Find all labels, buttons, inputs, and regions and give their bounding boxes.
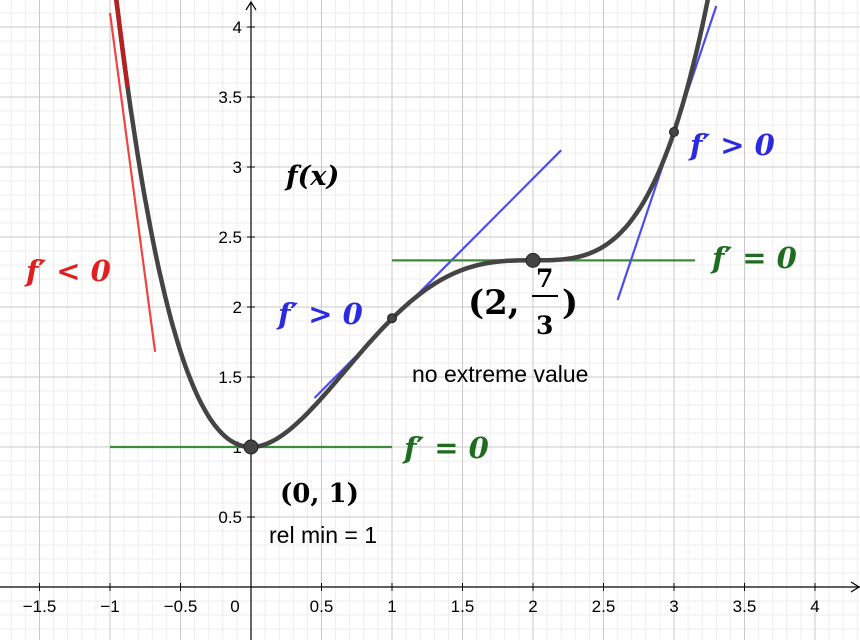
y-tick-label: 3 <box>233 158 242 177</box>
x-tick-label: 3 <box>669 597 678 616</box>
x-tick-label: 3.5 <box>733 597 757 616</box>
x-tick-label: 1 <box>387 597 396 616</box>
inflection-description: no extreme value <box>412 361 588 387</box>
x-tick-label: −0.5 <box>164 597 198 616</box>
inflection-denominator: 3 <box>536 311 553 340</box>
x-tick-label: 2.5 <box>592 597 616 616</box>
y-tick-label: 4 <box>233 18 242 37</box>
point-marker <box>525 252 541 268</box>
inflection-point-label: (2, 7 3 ) <box>468 264 578 340</box>
inflection-open: (2, <box>468 283 520 323</box>
y-tick-label: 3.5 <box>218 88 242 107</box>
point-marker <box>669 127 679 137</box>
x-tick-label: −1.5 <box>23 597 57 616</box>
y-tick-label: 0.5 <box>218 508 242 527</box>
y-axis-arrow <box>245 0 257 11</box>
x-tick-label: 1.5 <box>451 597 475 616</box>
tick-labels: −1.5−1−0.500.511.522.533.540.511.522.533… <box>23 18 820 616</box>
positive-derivative-label-2: f′ > 0 <box>688 128 775 162</box>
x-tick-label: 0.5 <box>310 597 334 616</box>
point-marker <box>243 439 259 455</box>
zero-derivative-label-min: f′ = 0 <box>402 431 489 465</box>
inflection-numerator: 7 <box>536 264 553 293</box>
negative-derivative-label: f′ < 0 <box>24 254 111 288</box>
x-axis-arrow <box>850 581 860 593</box>
min-point-label: (0, 1) <box>280 479 359 509</box>
point-marker <box>387 313 397 324</box>
x-tick-label: −1 <box>100 597 119 616</box>
curve-tip-highlight <box>114 0 130 88</box>
min-description: rel min = 1 <box>269 522 377 548</box>
x-tick-label: 4 <box>810 597 819 616</box>
function-curve <box>114 0 711 450</box>
function-label: f(x) <box>284 161 339 192</box>
tangent-line-negative <box>108 12 157 352</box>
zero-derivative-label-inflection: f′ = 0 <box>710 241 797 275</box>
y-tick-label: 1.5 <box>218 368 242 387</box>
y-tick-label: 2 <box>233 298 242 317</box>
positive-derivative-label-1: f′ > 0 <box>276 297 363 331</box>
x-tick-label: 2 <box>528 597 537 616</box>
x-tick-label: 0 <box>230 597 239 616</box>
inflection-close: ) <box>562 283 578 323</box>
points <box>243 127 679 455</box>
y-tick-label: 2.5 <box>218 228 242 247</box>
curve-layer <box>114 0 711 450</box>
